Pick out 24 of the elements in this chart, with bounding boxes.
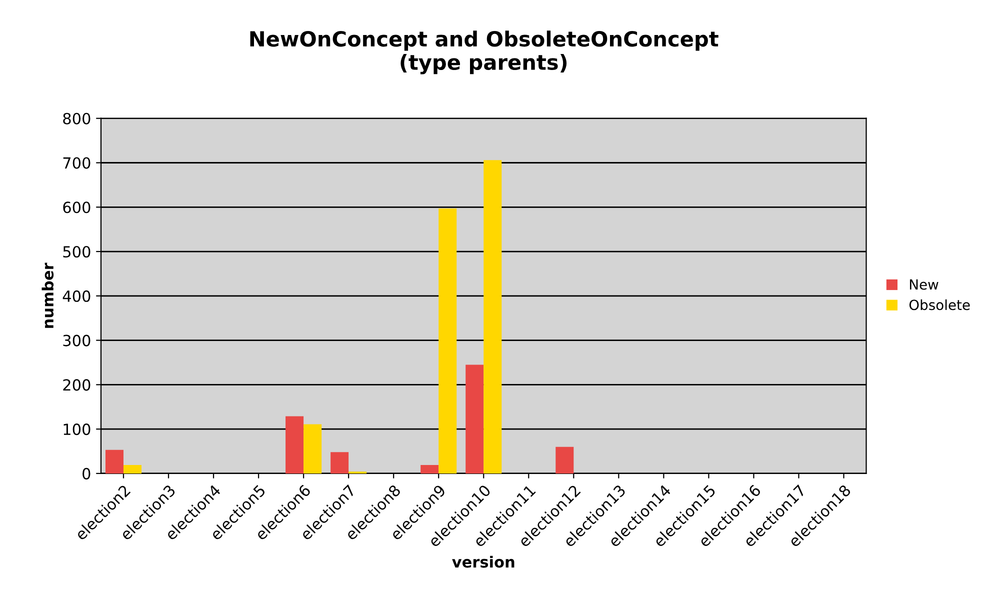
y-tick-label: 800 bbox=[63, 112, 90, 124]
bar bbox=[123, 465, 142, 474]
y-tick-label: 100 bbox=[64, 424, 90, 436]
y-tick-label: 300 bbox=[63, 334, 90, 346]
bar bbox=[420, 465, 439, 474]
y-tick-label: 500 bbox=[63, 246, 90, 258]
y-tick-label: 0 bbox=[82, 468, 90, 480]
bar bbox=[556, 446, 574, 474]
y-tick-label: 400 bbox=[62, 290, 90, 302]
y-axis-title: number bbox=[42, 262, 54, 328]
y-tick-label: 700 bbox=[63, 157, 90, 169]
bar bbox=[105, 450, 124, 474]
bar bbox=[286, 416, 304, 474]
bar bbox=[330, 452, 349, 474]
x-axis-title: version bbox=[452, 556, 514, 568]
bar bbox=[484, 160, 502, 474]
y-tick-label: 600 bbox=[63, 202, 90, 214]
y-tick-label: 200 bbox=[63, 379, 90, 391]
bar bbox=[304, 424, 322, 474]
bar bbox=[466, 364, 484, 474]
legend-label: Obsolete bbox=[909, 299, 970, 310]
chart-title: NewOnConcept and ObsoleteOnConcept (type parents) bbox=[250, 30, 718, 74]
bar bbox=[438, 208, 457, 474]
legend-label: New bbox=[910, 279, 938, 290]
